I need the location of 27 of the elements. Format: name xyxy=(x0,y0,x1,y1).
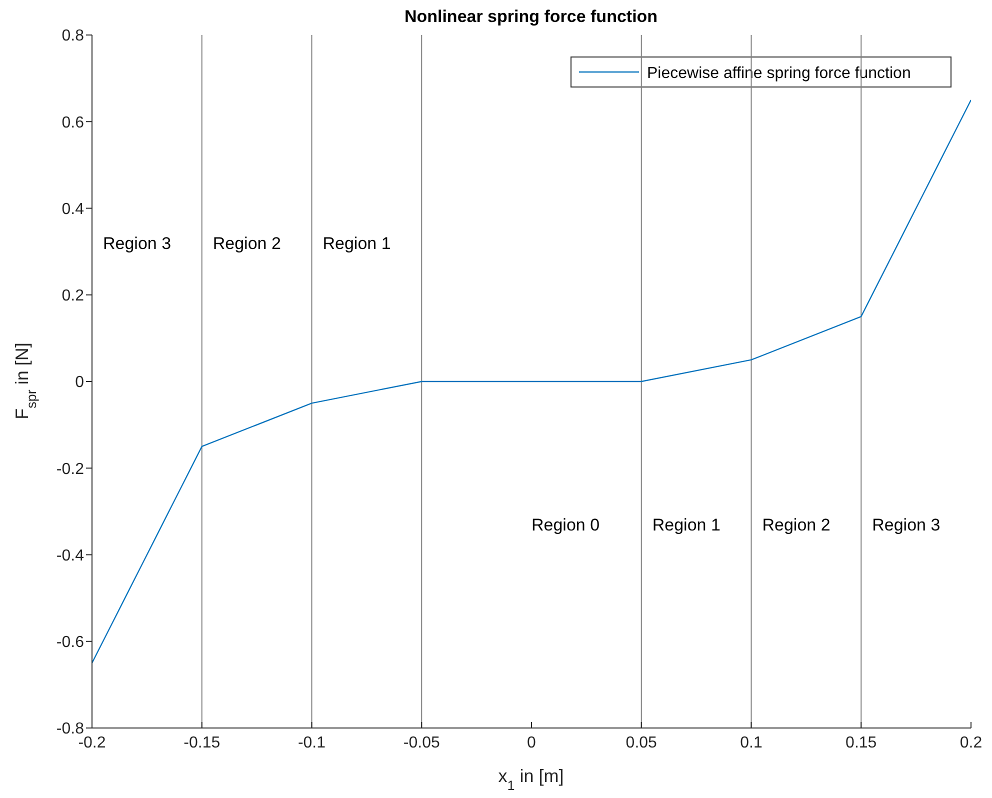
y-tick-label: -0.2 xyxy=(56,460,84,478)
y-tick-label: -0.6 xyxy=(56,634,84,652)
x-tick-label: 0.15 xyxy=(846,734,877,752)
annotation: Region 1 xyxy=(652,515,720,534)
annotation: Region 1 xyxy=(322,234,391,253)
chart-title: Nonlinear spring force function xyxy=(404,7,658,26)
x-axis-title: x$_{1}$ in [m] xyxy=(498,766,564,792)
y-tick-label: 0.6 xyxy=(62,114,84,132)
y-tick-label: 0.2 xyxy=(62,288,84,305)
x-tick-label: -0.05 xyxy=(403,734,440,752)
y-tick-label: 0.8 xyxy=(62,28,84,45)
annotation: Region 2 xyxy=(212,234,281,253)
y-tick-label: 0 xyxy=(75,374,84,392)
line-series xyxy=(92,99,971,664)
annotation: Region 3 xyxy=(102,234,172,253)
x-tick-label: -0.1 xyxy=(298,734,326,752)
y-tick-label: -0.4 xyxy=(56,547,84,564)
x-tick-label: 0.2 xyxy=(960,734,982,752)
x-tick-label: 0 xyxy=(527,734,536,752)
annotation: Region 3 xyxy=(872,515,940,534)
x-tick-label: 0.1 xyxy=(740,734,762,752)
annotation: Region 0 xyxy=(532,515,600,534)
y-tick-label: 0.4 xyxy=(62,200,84,218)
x-tick-label: -0.15 xyxy=(184,734,220,752)
x-tick-label: 0.05 xyxy=(626,734,658,752)
annotation: Region 2 xyxy=(762,515,830,534)
legend-label: Piecewise affine spring force function xyxy=(647,65,911,82)
